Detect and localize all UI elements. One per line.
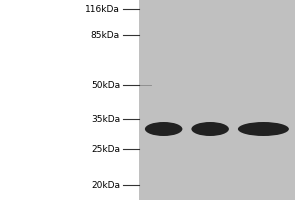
Text: 85kDa: 85kDa bbox=[91, 30, 120, 40]
Ellipse shape bbox=[145, 122, 182, 136]
Text: 35kDa: 35kDa bbox=[91, 114, 120, 123]
Ellipse shape bbox=[191, 122, 229, 136]
Ellipse shape bbox=[238, 122, 289, 136]
Text: 20kDa: 20kDa bbox=[91, 180, 120, 190]
Text: 116kDa: 116kDa bbox=[85, 4, 120, 14]
Text: 25kDa: 25kDa bbox=[91, 144, 120, 154]
Bar bbox=[139, 0, 295, 200]
Text: 50kDa: 50kDa bbox=[91, 81, 120, 90]
